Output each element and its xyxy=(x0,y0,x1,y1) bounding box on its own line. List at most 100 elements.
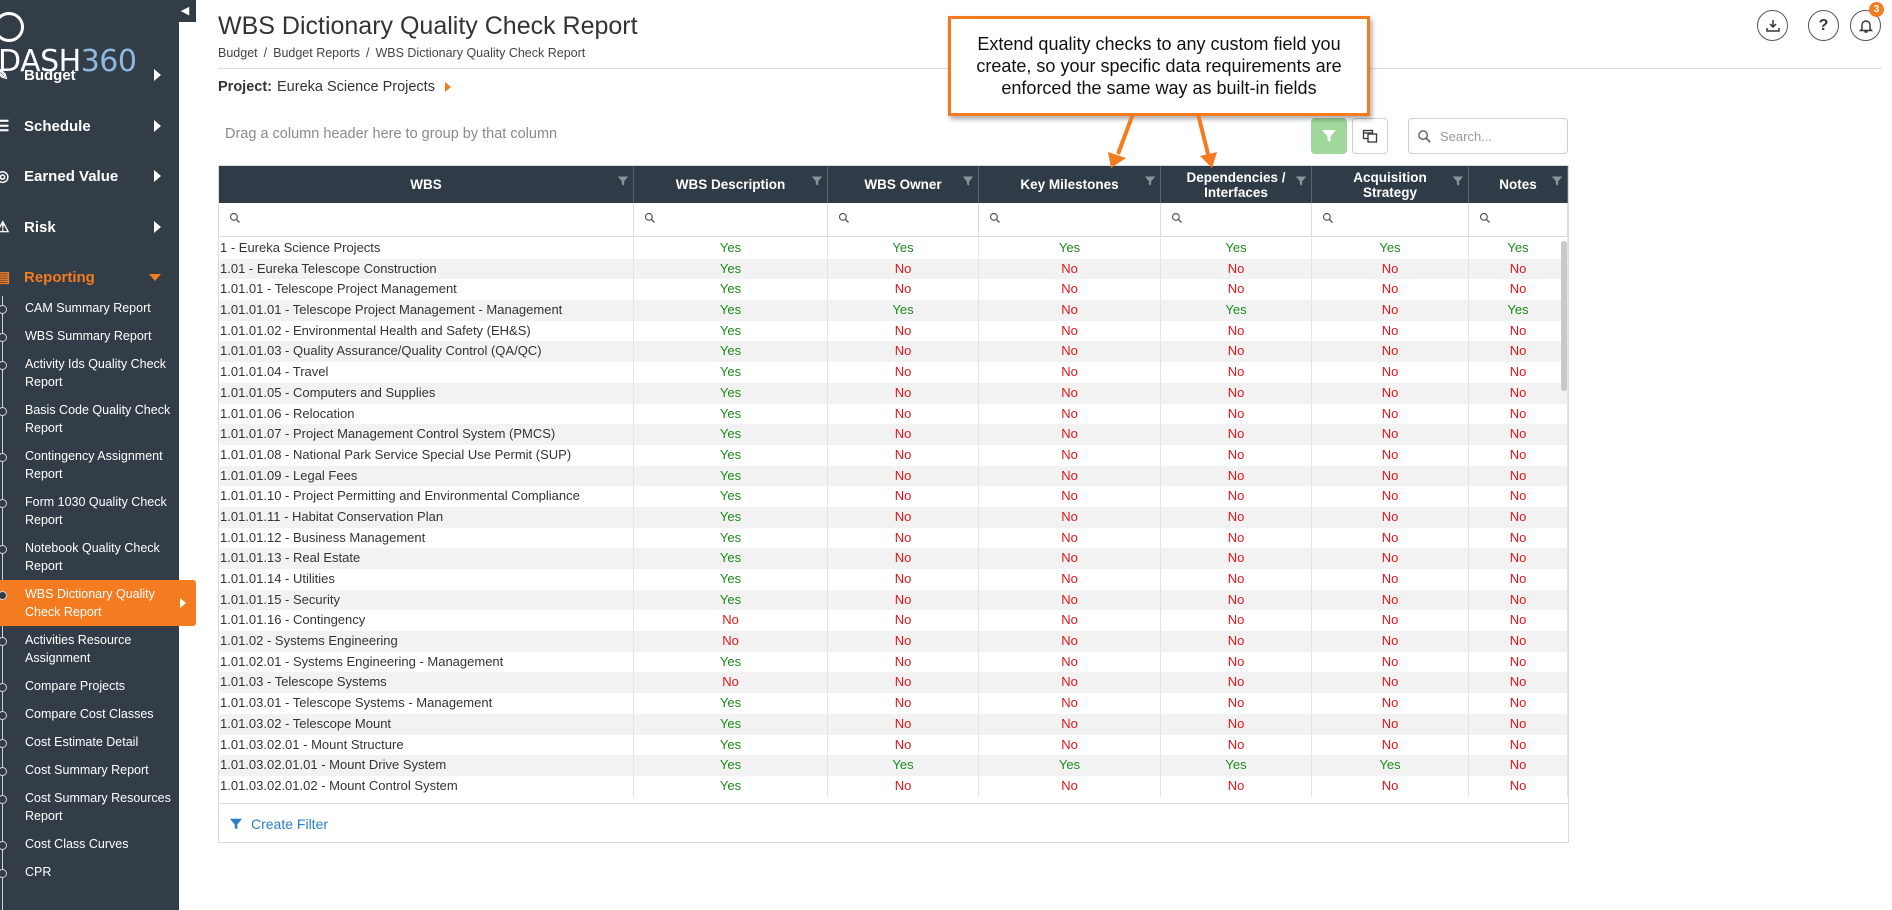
table-row[interactable]: 1.01.03 - Telescope Systems No No No No No No xyxy=(219,672,1568,694)
help-button[interactable]: ? xyxy=(1808,10,1839,41)
project-selector[interactable]: Project: Eureka Science Projects xyxy=(218,79,451,95)
check-status-cell: No xyxy=(1469,486,1568,507)
nav-item-reporting[interactable]: ▤ Reporting xyxy=(0,254,179,300)
check-status-cell: No xyxy=(1469,279,1568,301)
download-tray-icon xyxy=(1765,19,1780,32)
key-milestones-column-header[interactable]: Key Milestones xyxy=(979,166,1161,203)
column-filter-cell[interactable] xyxy=(634,203,828,237)
sidebar-item-cost-summary[interactable]: Cost Summary Report xyxy=(0,756,179,784)
column-filter-cell[interactable] xyxy=(1161,203,1312,237)
column-filter-icon[interactable] xyxy=(1551,175,1563,187)
table-row[interactable]: 1.01.02.01 - Systems Engineering - Manag… xyxy=(219,651,1568,673)
table-row[interactable]: 1.01.03.01 - Telescope Systems - Managem… xyxy=(219,693,1568,714)
check-status-cell: No xyxy=(1161,734,1312,756)
sidebar-item-cost-summary-resources[interactable]: Cost Summary Resources Report xyxy=(0,784,179,830)
column-filter-icon[interactable] xyxy=(962,175,974,187)
nav-item-earned-value[interactable]: ◎ Earned Value xyxy=(0,153,179,199)
table-row[interactable]: 1.01.01 - Telescope Project Management Ye… xyxy=(219,279,1568,301)
wbs-cell: 1.01.03.02.01 - Mount Structure xyxy=(219,734,634,756)
column-filter-icon[interactable] xyxy=(1144,175,1156,187)
sidebar-item-activity-ids-qc[interactable]: Activity Ids Quality Check Report xyxy=(0,350,179,396)
table-row[interactable]: 1.01.01.05 - Computers and Supplies Yes No… xyxy=(219,382,1568,404)
check-status-cell: No xyxy=(979,403,1161,425)
table-row[interactable]: 1.01.01.01 - Telescope Project Managemen… xyxy=(219,300,1568,321)
sidebar-item-wbs-dictionary-qc[interactable]: WBS Dictionary Quality Check Report xyxy=(0,580,196,626)
notes-column-header[interactable]: Notes xyxy=(1469,166,1568,203)
check-status-cell: No xyxy=(634,610,828,632)
table-row[interactable]: 1.01.03.02.01.02 - Mount Control System Y… xyxy=(219,775,1568,797)
table-row[interactable]: 1.01.01.14 - Utilities Yes No No No No No xyxy=(219,569,1568,590)
logo-number: 360 xyxy=(80,44,137,79)
table-row[interactable]: 1.01.03.02.01 - Mount Structure Yes No No No… xyxy=(219,734,1568,756)
search-icon xyxy=(1322,211,1334,229)
table-row[interactable]: 1.01.01.12 - Business Management Yes No No N… xyxy=(219,527,1568,549)
sidebar-item-cost-estimate-detail[interactable]: Cost Estimate Detail xyxy=(0,728,179,756)
check-status-cell: No xyxy=(1469,382,1568,404)
sidebar-item-label: Cost Estimate Detail xyxy=(25,735,139,749)
table-row[interactable]: 1.01.01.11 - Habitat Conservation Plan Ye… xyxy=(219,506,1568,528)
check-status-cell: No xyxy=(979,610,1161,632)
check-status-cell: No xyxy=(634,672,828,694)
table-row[interactable]: 1.01.01.02 - Environmental Health and Sa… xyxy=(219,320,1568,342)
wbs-column-header[interactable]: WBS xyxy=(219,166,634,203)
nav-item-risk[interactable]: ⚠ Risk xyxy=(0,204,179,250)
column-chooser-icon xyxy=(1362,129,1378,143)
column-filter-cell[interactable] xyxy=(1469,203,1568,237)
check-status-cell: No xyxy=(1312,341,1469,363)
column-chooser-button[interactable] xyxy=(1352,118,1388,154)
sidebar-item-compare-cost-classes[interactable]: Compare Cost Classes xyxy=(0,700,179,728)
wbs-owner-column-header[interactable]: WBS Owner xyxy=(828,166,979,203)
table-row[interactable]: 1.01.01.09 - Legal Fees Yes No No No No No xyxy=(219,465,1568,487)
table-row[interactable]: 1.01.01.08 - National Park Service Speci… xyxy=(219,444,1568,466)
column-filter-cell[interactable] xyxy=(828,203,979,237)
column-filter-icon[interactable] xyxy=(811,175,823,187)
sidebar-item-cost-class-curves[interactable]: Cost Class Curves xyxy=(0,830,179,858)
filter-row-toggle-button[interactable] xyxy=(1311,118,1347,154)
breadcrumb-item[interactable]: Budget xyxy=(218,46,258,60)
grid-scrollbar[interactable] xyxy=(1561,241,1567,391)
sidebar-item-contingency-assignment[interactable]: Contingency Assignment Report xyxy=(0,442,179,488)
column-filter-icon[interactable] xyxy=(1295,175,1307,187)
search-input[interactable] xyxy=(1440,128,1550,144)
table-row[interactable]: 1.01.01.04 - Travel Yes No No No No No xyxy=(219,362,1568,383)
table-row[interactable]: 1.01.03.02 - Telescope Mount Yes No No No No N… xyxy=(219,713,1568,735)
column-filter-cell[interactable] xyxy=(1312,203,1469,237)
table-row[interactable]: 1.01.01.06 - Relocation Yes No No No No No xyxy=(219,403,1568,425)
column-filter-cell[interactable] xyxy=(219,203,634,237)
table-row[interactable]: 1.01.01.15 - Security Yes No No No No No xyxy=(219,589,1568,611)
table-row[interactable]: 1.01.01.16 - Contingency No No No No No No xyxy=(219,610,1568,632)
table-row[interactable]: 1.01.01.07 - Project Management Control … xyxy=(219,424,1568,445)
acquisition-strategy-column-header[interactable]: Acquisition Strategy xyxy=(1312,166,1469,203)
column-filter-icon[interactable] xyxy=(617,175,629,187)
app-logo[interactable]: DASH360 xyxy=(0,8,140,79)
nav-item-schedule[interactable]: ☰ Schedule xyxy=(0,103,179,149)
sidebar-item-cpr[interactable]: CPR xyxy=(0,858,179,886)
wbs-description-column-header[interactable]: WBS Description xyxy=(634,166,828,203)
sidebar-item-wbs-summary[interactable]: WBS Summary Report xyxy=(0,322,179,350)
table-row[interactable]: 1.01.01.03 - Quality Assurance/Quality C… xyxy=(219,341,1568,363)
sidebar-item-form-1030-qc[interactable]: Form 1030 Quality Check Report xyxy=(0,488,179,534)
check-status-cell: No xyxy=(1469,755,1568,776)
table-row[interactable]: 1.01.02 - Systems Engineering No No No No No N… xyxy=(219,631,1568,652)
sidebar-item-compare-projects[interactable]: Compare Projects xyxy=(0,672,179,700)
dependencies-interfaces-column-header[interactable]: Dependencies / Interfaces xyxy=(1161,166,1312,203)
table-row[interactable]: 1.01.01.13 - Real Estate Yes No No No No No xyxy=(219,548,1568,569)
grid-search-box[interactable] xyxy=(1408,118,1568,154)
table-row[interactable]: 1.01.01.10 - Project Permitting and Envi… xyxy=(219,486,1568,507)
download-button[interactable] xyxy=(1757,10,1788,41)
column-filter-icon[interactable] xyxy=(1452,175,1464,187)
table-row[interactable]: 1.01.03.02.01.01 - Mount Drive System Yes… xyxy=(219,755,1568,776)
sidebar-item-notebook-qc[interactable]: Notebook Quality Check Report xyxy=(0,534,179,580)
nav-item-budget[interactable]: ✎ Budget xyxy=(0,52,179,98)
sidebar-collapse-button[interactable]: ◀ xyxy=(174,0,196,22)
breadcrumb-item[interactable]: Budget Reports xyxy=(273,46,360,60)
check-status-cell: No xyxy=(828,403,979,425)
table-row[interactable]: 1 - Eureka Science Projects Yes Yes Yes Yes Y… xyxy=(219,238,1568,259)
table-row[interactable]: 1.01 - Eureka Telescope Construction Yes N… xyxy=(219,258,1568,280)
sidebar-item-activities-resource[interactable]: Activities Resource Assignment xyxy=(0,626,179,672)
column-filter-cell[interactable] xyxy=(979,203,1161,237)
sidebar-item-cam-summary[interactable]: CAM Summary Report xyxy=(0,294,179,322)
help-icon: ? xyxy=(1818,16,1829,34)
sidebar-item-basis-code-qc[interactable]: Basis Code Quality Check Report xyxy=(0,396,179,442)
create-filter-link[interactable]: Create Filter xyxy=(251,815,329,832)
